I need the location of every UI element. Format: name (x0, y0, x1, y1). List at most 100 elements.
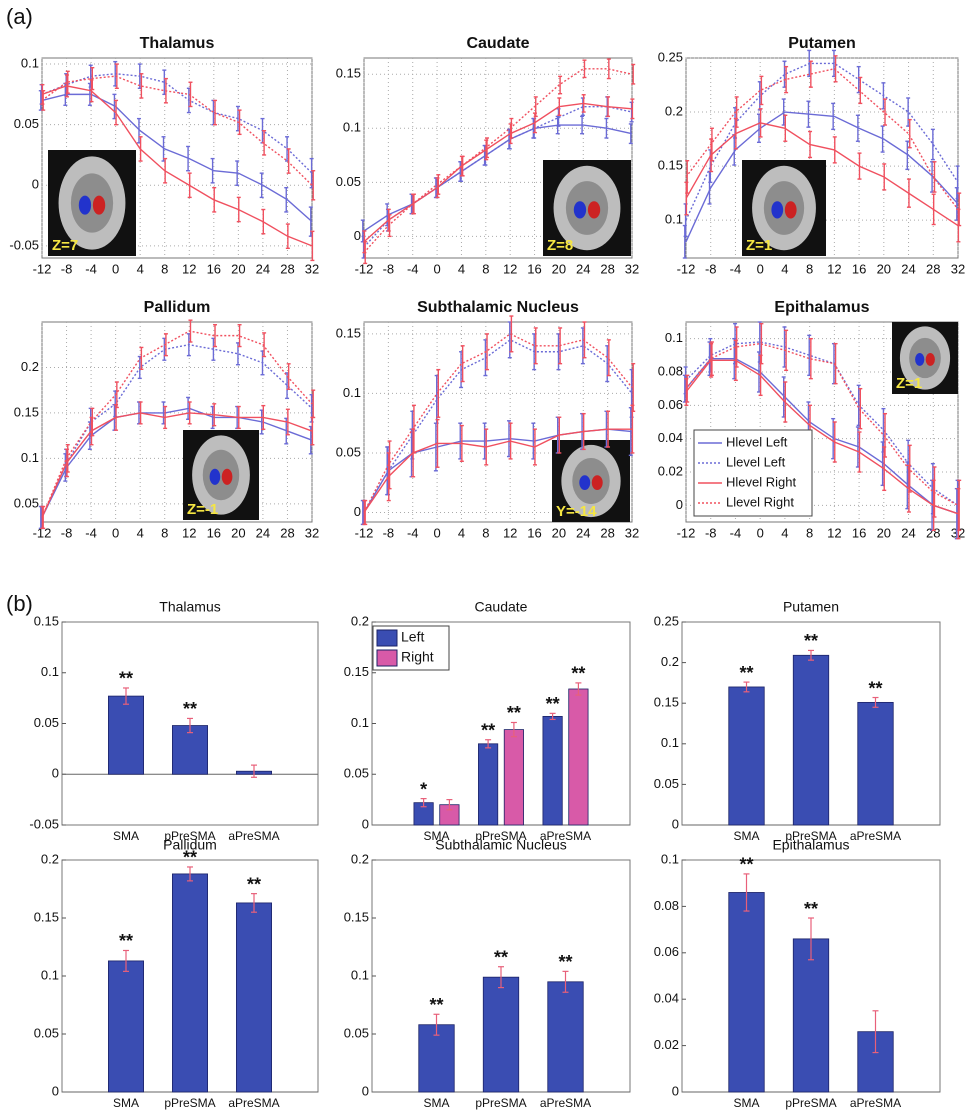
chart-title: Thalamus (159, 599, 220, 615)
figure: (a) (b) Thalamus-0.0500.050.1-12-8-40481… (0, 0, 968, 1119)
y-tick-label: 0.05 (14, 116, 39, 131)
y-tick-label: 0.04 (658, 430, 683, 445)
y-tick-label: 0 (362, 1083, 369, 1098)
chart-title: Caudate (466, 35, 529, 52)
x-tick-label: -4 (730, 261, 742, 276)
inset-brain (572, 458, 609, 504)
inset-region (210, 469, 221, 485)
inset-label: Z=-1 (187, 501, 218, 518)
panel-label: (a) (6, 4, 33, 29)
x-tick-label: SMA (423, 1096, 449, 1110)
bar (478, 744, 497, 825)
x-tick-label: 32 (305, 525, 319, 540)
x-tick-label: 32 (305, 261, 319, 276)
chart-title: Subthalamic Nucleus (417, 299, 579, 316)
bar (172, 874, 207, 1092)
x-tick-label: 8 (482, 261, 489, 276)
y-tick-label: 0.2 (41, 851, 59, 866)
x-tick-label: aPreSMA (228, 829, 279, 843)
x-tick-label: aPreSMA (540, 1096, 591, 1110)
significance-label: ** (507, 703, 521, 723)
x-tick-label: 0 (757, 525, 764, 540)
x-tick-label: -12 (677, 525, 696, 540)
x-tick-label: 20 (231, 261, 245, 276)
x-tick-label: 24 (576, 525, 590, 540)
legend-label: Left (401, 629, 424, 645)
x-tick-label: 0 (433, 525, 440, 540)
chart-title: Pallidum (144, 299, 211, 316)
y-tick-label: 0.05 (34, 1025, 59, 1040)
significance-label: ** (804, 631, 818, 651)
inset-label: Z=1 (896, 375, 922, 392)
legend-label: Llevel Left (726, 454, 786, 469)
y-tick-label: 0.1 (351, 967, 369, 982)
x-tick-label: 28 (280, 525, 294, 540)
x-tick-label: -8 (705, 525, 717, 540)
x-tick-label: -8 (61, 525, 73, 540)
x-tick-label: -8 (383, 525, 395, 540)
inset-region (588, 201, 600, 218)
significance-label: ** (868, 678, 882, 698)
x-tick-label: 0 (112, 261, 119, 276)
significance-label: ** (119, 669, 133, 689)
x-tick-label: 16 (527, 525, 541, 540)
x-tick-label: 24 (901, 525, 915, 540)
y-tick-label: 0.2 (661, 654, 679, 669)
significance-label: ** (739, 855, 753, 875)
x-tick-label: -4 (85, 261, 97, 276)
x-tick-label: 28 (926, 261, 940, 276)
y-tick-label: 0.1 (21, 450, 39, 465)
y-tick-label: 0.25 (654, 613, 679, 628)
bar (729, 892, 764, 1092)
x-tick-label: SMA (113, 829, 139, 843)
significance-label: ** (558, 952, 572, 972)
x-tick-label: 4 (137, 261, 144, 276)
y-tick-label: 0.2 (351, 851, 369, 866)
y-tick-label: 0.06 (654, 944, 679, 959)
x-tick-label: 24 (901, 261, 915, 276)
x-tick-label: SMA (733, 1096, 759, 1110)
y-tick-label: 0.1 (665, 212, 683, 227)
x-tick-label: -4 (407, 525, 419, 540)
y-tick-label: 0.15 (654, 695, 679, 710)
y-tick-label: 0 (676, 497, 683, 512)
inset-brain (203, 450, 239, 500)
y-tick-label: 0.15 (14, 404, 39, 419)
y-tick-label: 0.2 (21, 359, 39, 374)
legend-label: Llevel Right (726, 494, 794, 509)
y-tick-label: 0.05 (336, 444, 361, 459)
inset-region (915, 353, 924, 366)
y-tick-label: 0.1 (343, 120, 361, 135)
bar (483, 977, 518, 1092)
x-tick-label: 12 (503, 525, 517, 540)
x-tick-label: 28 (600, 525, 614, 540)
y-tick-label: 0.08 (658, 363, 683, 378)
y-tick-label: 0 (52, 1083, 59, 1098)
y-tick-label: 0.05 (336, 174, 361, 189)
bar (569, 689, 588, 825)
significance-label: ** (739, 663, 753, 683)
significance-label: ** (119, 931, 133, 951)
significance-label: ** (429, 995, 443, 1015)
x-tick-label: -8 (61, 261, 73, 276)
y-tick-label: -0.05 (29, 816, 59, 831)
x-tick-label: aPreSMA (228, 1096, 279, 1110)
chart-title: Putamen (788, 35, 856, 52)
y-tick-label: 0.15 (336, 66, 361, 81)
x-tick-label: 32 (625, 525, 639, 540)
x-tick-label: -4 (407, 261, 419, 276)
y-tick-label: 0.2 (665, 103, 683, 118)
y-tick-label: 0 (32, 177, 39, 192)
x-tick-label: 0 (757, 261, 764, 276)
y-tick-label: 0.1 (661, 851, 679, 866)
y-tick-label: 0.1 (351, 715, 369, 730)
significance-label: ** (494, 947, 508, 967)
x-tick-label: 12 (827, 261, 841, 276)
y-tick-label: 0.02 (658, 463, 683, 478)
bar (548, 982, 583, 1092)
y-tick-label: 0.05 (14, 495, 39, 510)
significance-label: ** (247, 874, 261, 894)
x-tick-label: 12 (182, 525, 196, 540)
x-tick-label: -4 (85, 525, 97, 540)
y-tick-label: 0.15 (658, 158, 683, 173)
